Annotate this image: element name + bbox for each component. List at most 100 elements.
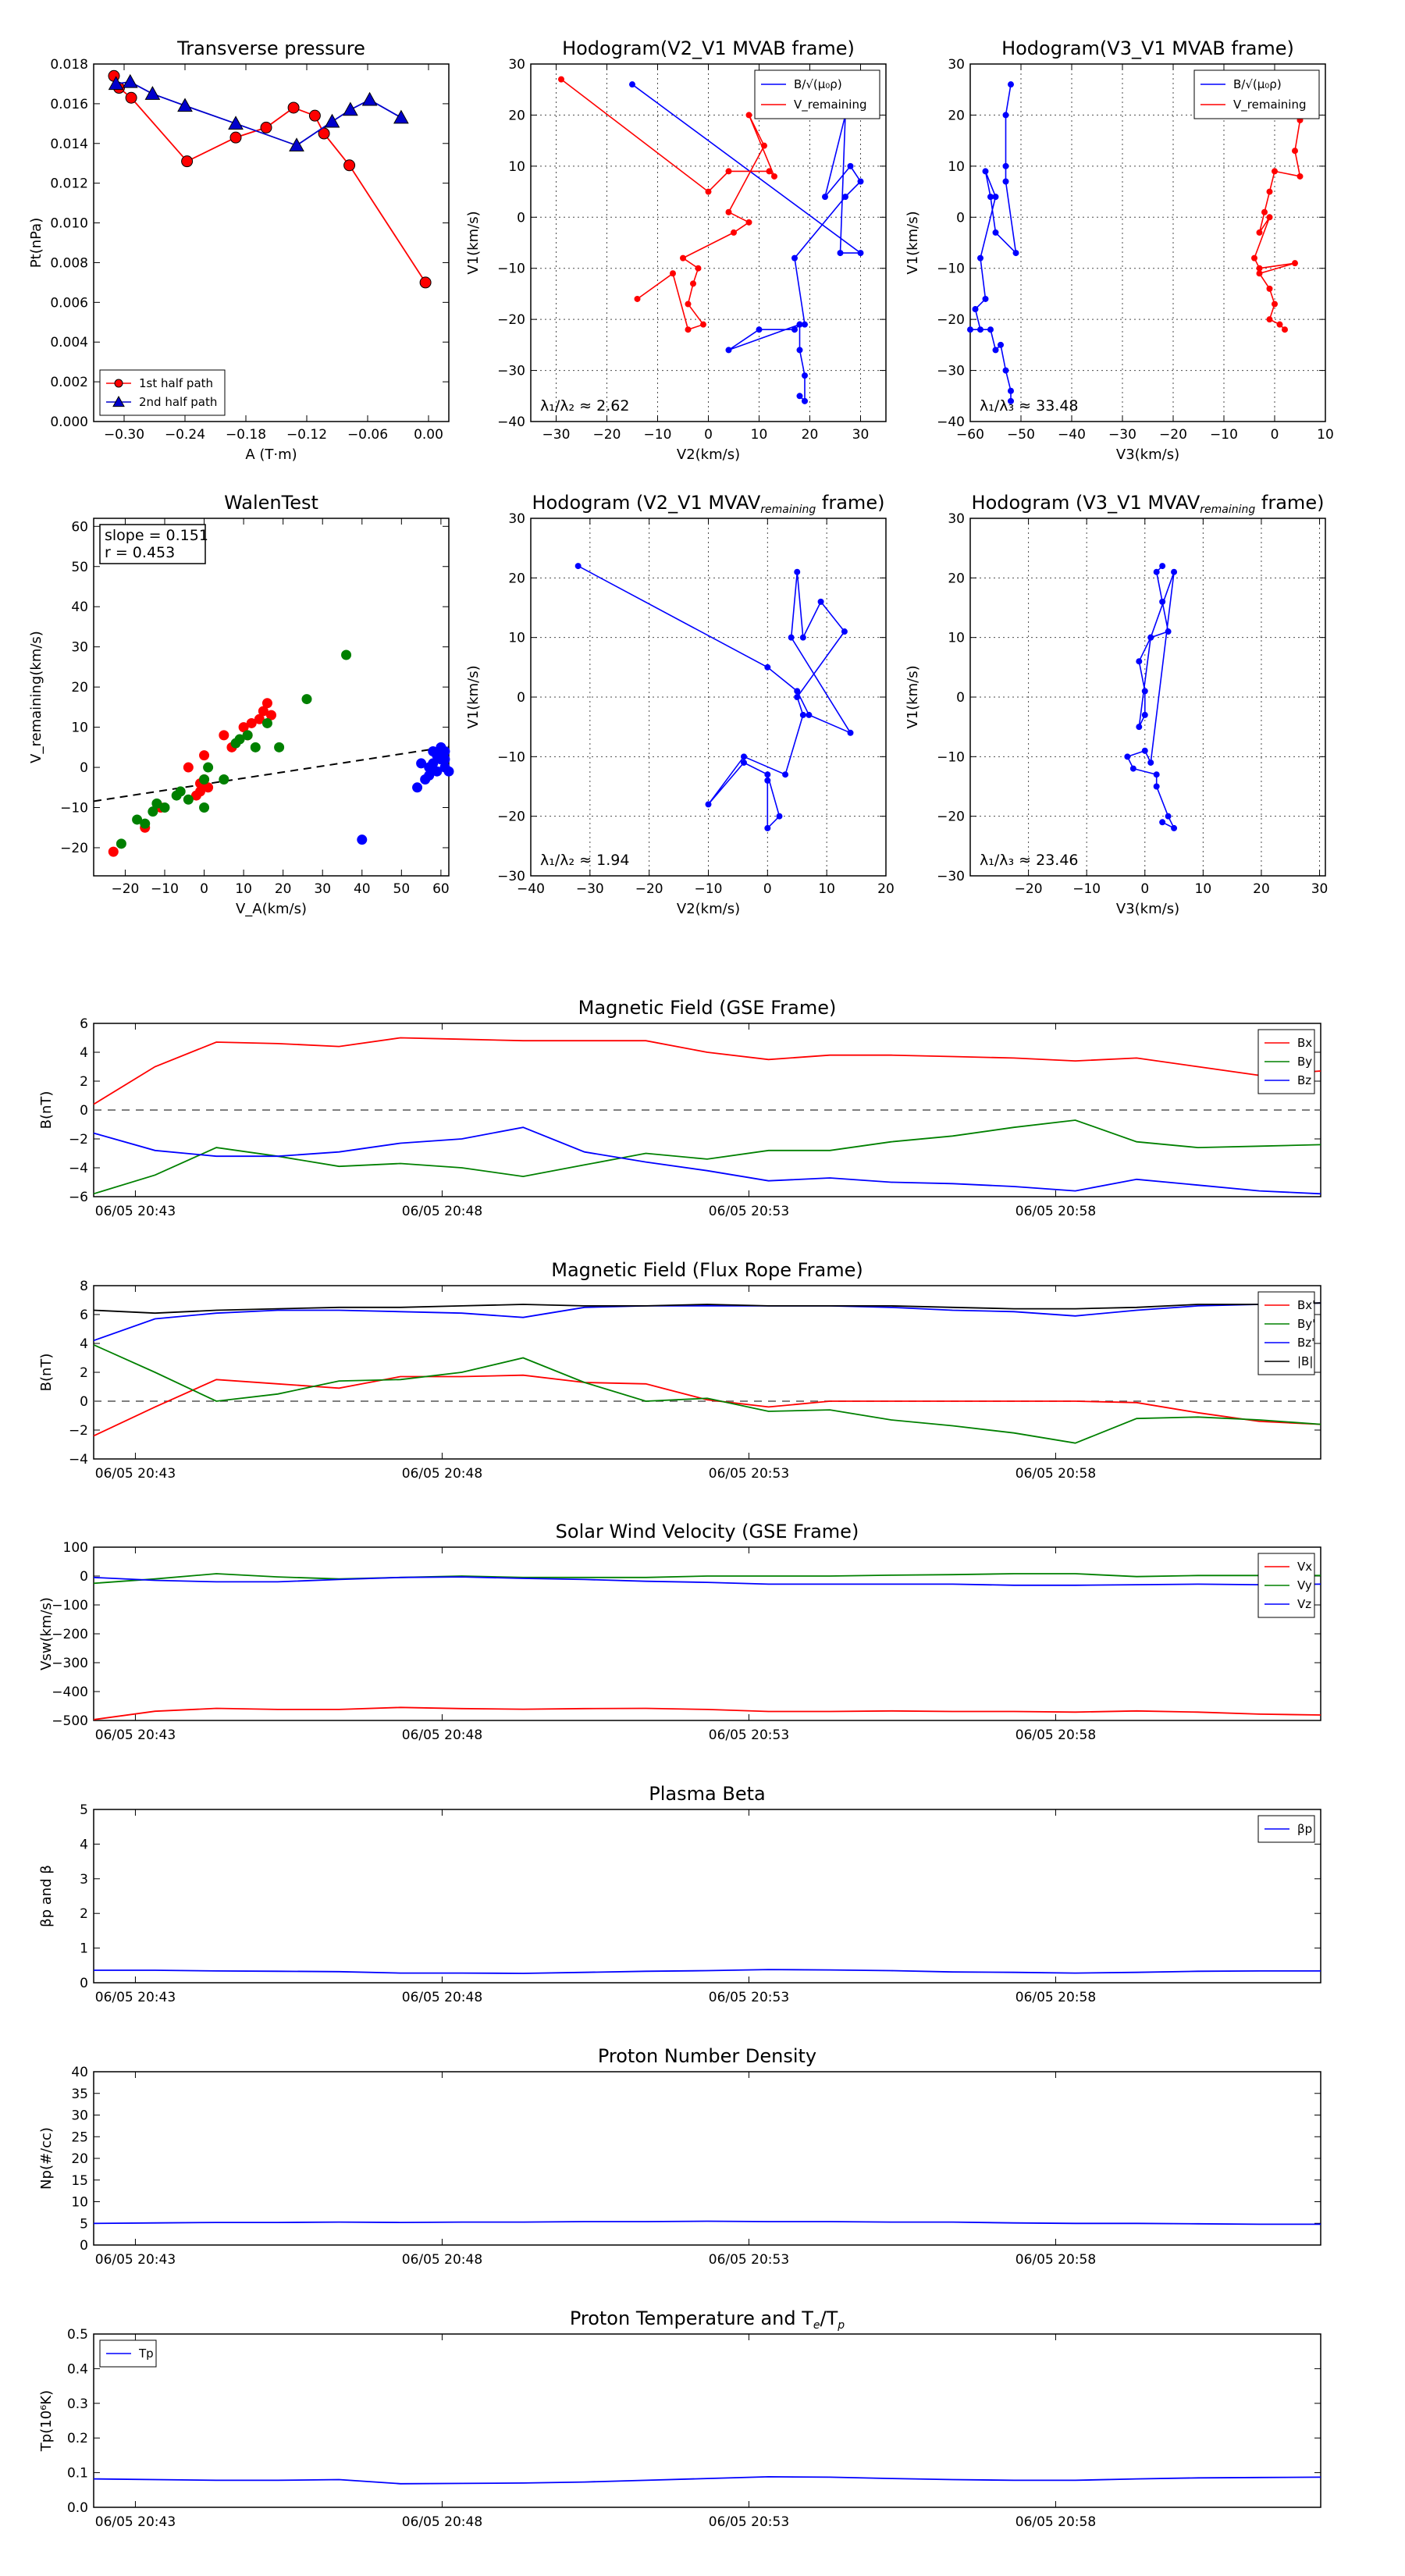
y-tick-label: 30	[71, 2108, 88, 2124]
data-point	[847, 729, 854, 736]
data-point	[794, 688, 801, 695]
chart-title: Hodogram(V2_V1 MVAB frame)	[562, 37, 855, 59]
y-axis-label: Pt(nPa)	[28, 218, 44, 268]
data-point	[1266, 285, 1273, 292]
y-tick-label: 35	[71, 2087, 88, 2102]
y-axis-label: V1(km/s)	[465, 665, 482, 728]
x-axis-label: V3(km/s)	[1116, 447, 1179, 463]
eigenvalue-ratio-annotation: λ₁/λ₂ ≈ 2.62	[540, 397, 629, 415]
data-point	[261, 698, 272, 709]
y-tick-label: 10	[71, 720, 88, 736]
chart-title: Hodogram(V3_V1 MVAB frame)	[1001, 37, 1294, 59]
data-point	[432, 766, 443, 777]
data-point	[756, 326, 763, 333]
data-point	[443, 766, 454, 777]
x-tick-label: −60	[956, 427, 984, 443]
x-tick-label: 06/05 20:53	[709, 2514, 789, 2530]
plot-frame	[93, 2071, 1321, 2246]
chart-title: Proton Number Density	[598, 2045, 816, 2067]
y-tick-label: 0	[956, 690, 965, 706]
data-point	[274, 742, 285, 753]
data-point	[159, 802, 170, 813]
x-tick-label: 06/05 20:53	[709, 1466, 789, 1482]
chart-hodogram-v2-v1-mvav: Hodogram (V2_V1 MVAVremaining frame)−30−…	[465, 492, 895, 917]
y-tick-label: −40	[497, 415, 525, 430]
data-point	[261, 717, 272, 728]
x-tick-label: 0	[200, 881, 208, 897]
data-point	[972, 306, 979, 313]
data-point	[741, 759, 747, 766]
y-axis-label: Tp(10⁶K)	[38, 2390, 55, 2452]
y-axis-label: Vsw(km/s)	[38, 1597, 55, 1670]
data-point	[847, 162, 854, 169]
y-tick-label: 0.008	[50, 255, 88, 271]
y-tick-label: 4	[80, 1837, 88, 1852]
data-point	[260, 121, 272, 133]
legend	[99, 369, 226, 416]
data-point	[1256, 270, 1263, 277]
y-tick-label: 10	[508, 159, 525, 175]
legend-label: Vy	[1297, 1578, 1312, 1592]
x-tick-label: −20	[1015, 881, 1043, 897]
data-point	[419, 276, 432, 289]
legend-label: B/√(μ₀ρ)	[794, 77, 842, 91]
data-point	[203, 762, 214, 773]
data-point	[992, 347, 999, 354]
data-point	[796, 347, 803, 354]
y-tick-label: 3	[80, 1872, 88, 1888]
x-tick-label: −10	[1072, 881, 1101, 897]
series-first-half-path	[108, 69, 432, 289]
series-line-2	[93, 1126, 1321, 1195]
y-tick-label: 0.0	[67, 2500, 88, 2516]
data-point	[1124, 753, 1131, 760]
data-point	[125, 91, 137, 104]
y-tick-label: −100	[52, 1598, 88, 1614]
data-point	[258, 706, 269, 717]
x-tick-label: −30	[1108, 427, 1136, 443]
data-point	[725, 168, 732, 175]
data-point	[361, 91, 378, 106]
y-tick-label: −4	[69, 1452, 88, 1468]
x-tick-label: 06/05 20:53	[709, 1990, 789, 2005]
y-tick-label: 0.012	[50, 176, 88, 192]
data-point	[731, 229, 737, 236]
series-line	[113, 75, 426, 283]
data-point	[782, 771, 789, 778]
x-tick-label: 0	[763, 881, 772, 897]
x-tick-label: 10	[235, 881, 252, 897]
series-second-half-path	[108, 73, 409, 152]
legend-label: Bx	[1297, 1036, 1312, 1050]
chart-magnetic-field-gse: Magnetic Field (GSE Frame) −6 −4 −2 0 2 4 6 B(nT…	[38, 997, 1321, 1219]
y-tick-label: −10	[497, 749, 525, 765]
series-1	[558, 76, 777, 333]
legend-label: βp	[1297, 1822, 1312, 1836]
x-axis-label: V2(km/s)	[677, 447, 740, 463]
x-tick-label: 06/05 20:48	[402, 1990, 482, 2005]
data-point	[1147, 634, 1154, 641]
data-point	[238, 722, 249, 733]
data-point	[234, 734, 245, 745]
x-tick-label: 10	[1195, 881, 1212, 897]
data-point	[228, 116, 244, 130]
legend-label: 1st half path	[139, 376, 213, 390]
stats-text: slope = 0.151	[105, 527, 208, 544]
data-point	[1251, 254, 1257, 262]
y-tick-label: 0	[80, 2238, 88, 2254]
data-point	[685, 326, 692, 333]
y-tick-label: 0	[80, 760, 88, 776]
y-tick-label: 0.2	[67, 2431, 88, 2446]
data-point	[122, 73, 138, 88]
data-point	[203, 782, 214, 793]
data-point	[144, 86, 161, 100]
x-tick-label: 06/05 20:43	[95, 2252, 176, 2268]
x-tick-label: 20	[877, 881, 895, 897]
y-tick-label: 30	[948, 57, 965, 73]
data-point	[992, 194, 999, 201]
x-tick-label: 20	[802, 427, 819, 443]
data-point	[791, 326, 798, 333]
x-tick-label: 06/05 20:58	[1016, 1727, 1096, 1743]
data-point	[992, 229, 999, 236]
data-point	[242, 730, 253, 741]
data-point	[1266, 316, 1273, 323]
data-point	[1272, 168, 1278, 175]
